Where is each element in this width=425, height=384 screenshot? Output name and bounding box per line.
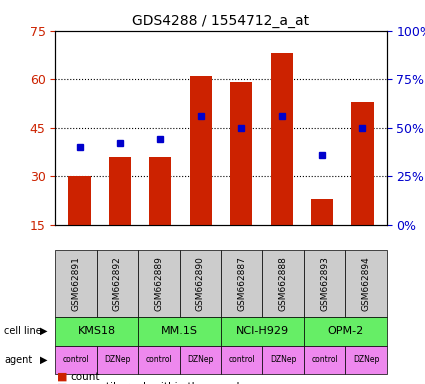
Text: OPM-2: OPM-2 — [327, 326, 363, 336]
Text: cell line: cell line — [4, 326, 42, 336]
Bar — [311, 199, 333, 225]
Bar — [68, 176, 91, 225]
Bar — [351, 102, 374, 225]
Text: percentile rank within the sample: percentile rank within the sample — [70, 382, 246, 384]
Text: DZNep: DZNep — [187, 356, 213, 364]
Text: GSM662891: GSM662891 — [71, 256, 80, 311]
Text: GSM662887: GSM662887 — [237, 256, 246, 311]
Text: control: control — [62, 356, 89, 364]
Text: control: control — [311, 356, 338, 364]
Text: DZNep: DZNep — [270, 356, 296, 364]
Text: GSM662890: GSM662890 — [196, 256, 205, 311]
Text: KMS18: KMS18 — [78, 326, 116, 336]
Text: ▶: ▶ — [40, 326, 48, 336]
Text: GSM662894: GSM662894 — [362, 256, 371, 311]
Bar — [109, 157, 131, 225]
Text: DZNep: DZNep — [353, 356, 379, 364]
Text: DZNep: DZNep — [104, 356, 130, 364]
Text: NCI-H929: NCI-H929 — [236, 326, 289, 336]
Text: GSM662888: GSM662888 — [279, 256, 288, 311]
Text: agent: agent — [4, 355, 32, 365]
Text: MM.1S: MM.1S — [161, 326, 198, 336]
Text: GSM662889: GSM662889 — [154, 256, 163, 311]
Title: GDS4288 / 1554712_a_at: GDS4288 / 1554712_a_at — [133, 14, 309, 28]
Text: GSM662893: GSM662893 — [320, 256, 329, 311]
Bar — [230, 83, 252, 225]
Text: GSM662892: GSM662892 — [113, 256, 122, 311]
Text: ▶: ▶ — [40, 355, 48, 365]
Text: control: control — [228, 356, 255, 364]
Bar — [190, 76, 212, 225]
Text: ■: ■ — [57, 372, 68, 382]
Text: count: count — [70, 372, 99, 382]
Bar — [271, 53, 293, 225]
Text: control: control — [145, 356, 172, 364]
Text: ■: ■ — [57, 382, 68, 384]
Bar — [149, 157, 171, 225]
